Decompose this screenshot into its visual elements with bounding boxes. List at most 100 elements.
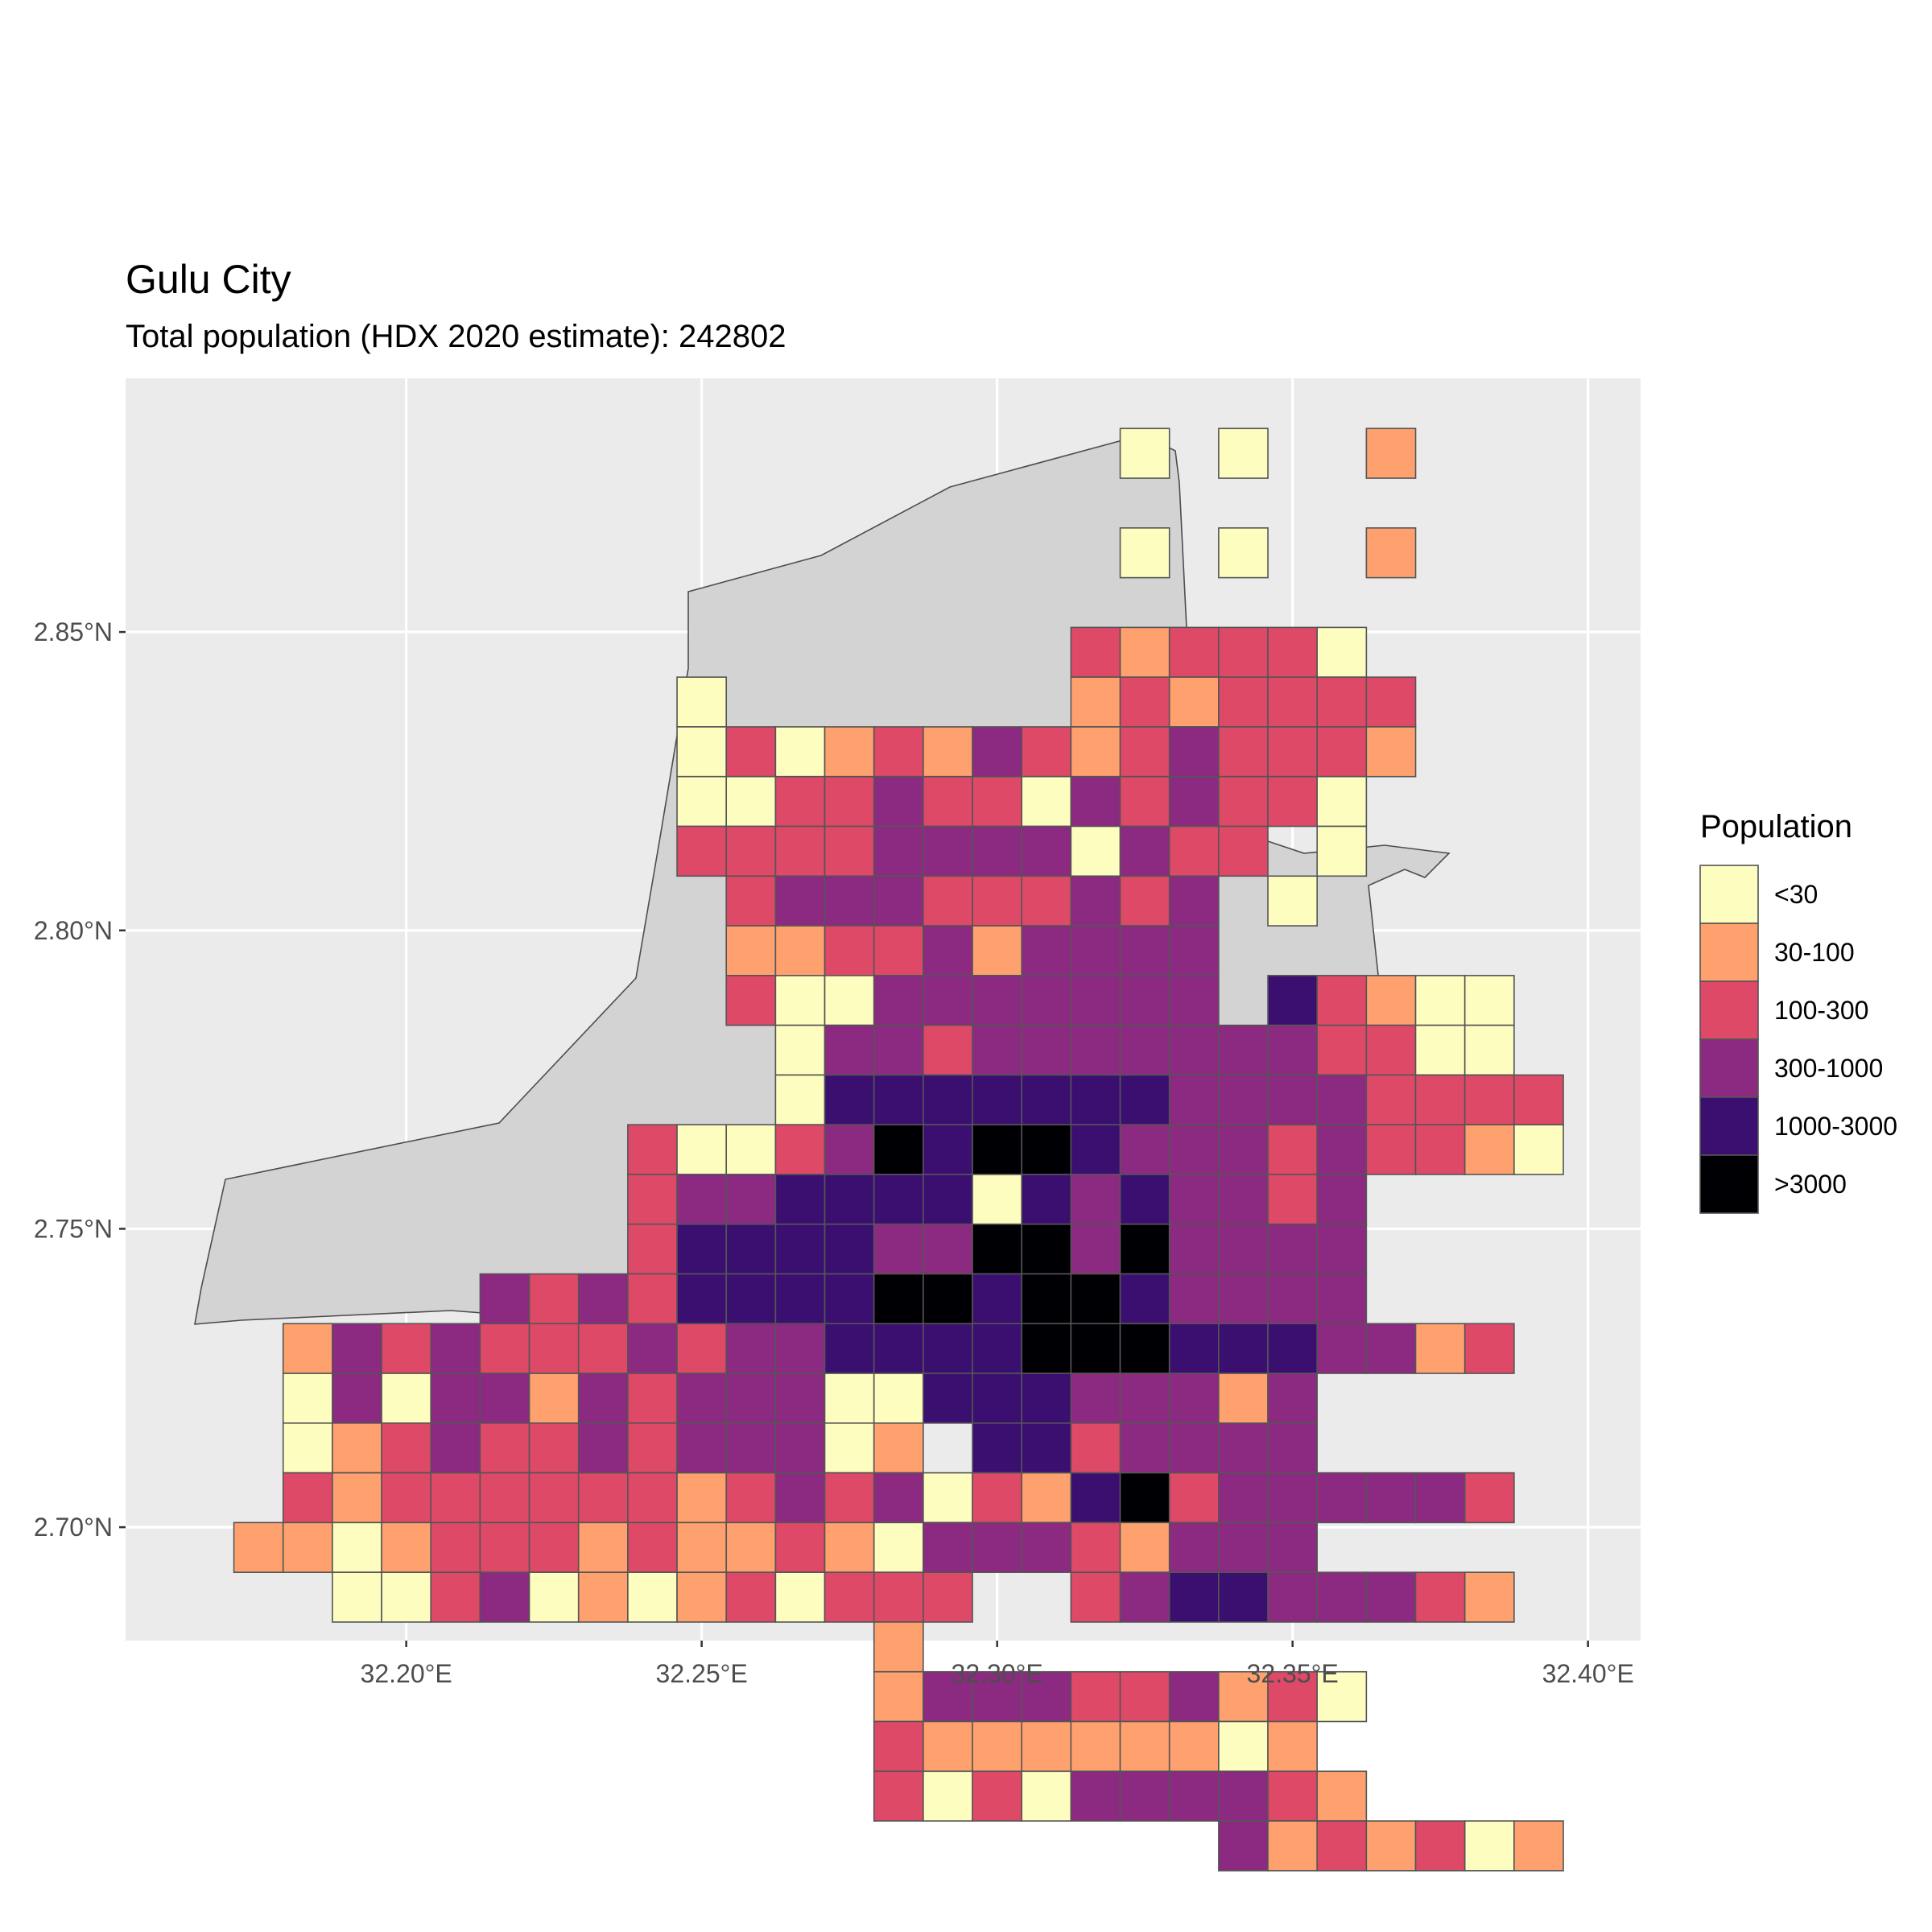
grid-cell [1021, 1521, 1072, 1573]
grid-cell [923, 1223, 973, 1275]
grid-cell [774, 1174, 826, 1225]
grid-cell [923, 1323, 973, 1374]
grid-cell [1070, 1223, 1121, 1275]
grid-cell [824, 1273, 875, 1325]
grid-cell [824, 1373, 875, 1424]
grid-cell [972, 975, 1023, 1026]
grid-cell [1316, 1273, 1368, 1325]
grid-cell [233, 1521, 284, 1573]
grid-cell [1070, 825, 1121, 877]
grid-cell [1119, 1422, 1170, 1474]
grid-cell [972, 875, 1023, 927]
grid-cell [1070, 1670, 1121, 1723]
grid-cell [1316, 1472, 1368, 1524]
grid-cell [479, 1373, 530, 1424]
y-tick-label-0: 2.85°N [34, 617, 113, 646]
grid-cell [1218, 626, 1269, 678]
grid-cell [1267, 1373, 1318, 1424]
legend-label-5: >3000 [1774, 1170, 1847, 1199]
grid-cell [1463, 975, 1515, 1026]
grid-cell [725, 1521, 777, 1573]
grid-cell [1168, 1074, 1220, 1125]
legend-label-3: 300-1000 [1774, 1054, 1883, 1083]
grid-cell [381, 1422, 432, 1474]
grid-cell [1316, 1024, 1368, 1076]
grid-cell [1218, 1472, 1269, 1524]
grid-cell [676, 1273, 728, 1325]
grid-cell [1365, 1472, 1417, 1524]
grid-cell [824, 875, 875, 927]
grid-cell [725, 925, 777, 976]
x-tick-label-2: 32.30°E [952, 1659, 1043, 1688]
grid-cell [1070, 1472, 1121, 1524]
grid-cell [332, 1422, 382, 1474]
grid-cell [282, 1323, 333, 1374]
grid-cell [1513, 1074, 1564, 1125]
grid-cell [1316, 1670, 1368, 1723]
grid-cell [577, 1323, 629, 1374]
grid-cell [1316, 676, 1368, 728]
grid-cell [923, 1472, 973, 1524]
grid-cell [1021, 925, 1072, 976]
legend-key-5 [1699, 1154, 1759, 1214]
grid-cell [1119, 1373, 1170, 1424]
grid-cell [1168, 875, 1220, 927]
grid-cell [1365, 1820, 1417, 1872]
grid-cell [1070, 1373, 1121, 1424]
grid-cell [1267, 775, 1318, 828]
grid-cell [972, 1472, 1023, 1524]
grid-cell [972, 1273, 1023, 1325]
grid-cell [381, 1472, 432, 1524]
grid-cell [1218, 1124, 1269, 1175]
grid-cell [1414, 1074, 1466, 1125]
grid-cell [1168, 1323, 1220, 1374]
grid-cell [1168, 775, 1220, 828]
grid-cell [1218, 1373, 1269, 1424]
grid-cell [1021, 775, 1072, 828]
grid-cell [1463, 1024, 1515, 1076]
grid-cell [627, 1521, 678, 1573]
grid-cell [1021, 1273, 1072, 1325]
grid-cell [1119, 1323, 1170, 1374]
grid-cell [1463, 1571, 1515, 1623]
grid-cell [1168, 825, 1220, 877]
grid-cell [1168, 1472, 1220, 1524]
grid-cell [332, 1323, 382, 1374]
grid-cell [774, 1124, 826, 1175]
grid-cell [972, 825, 1023, 877]
grid-cell [627, 1223, 678, 1275]
grid-cell [1218, 1820, 1269, 1872]
grid-cell [430, 1571, 481, 1623]
grid-cell [528, 1373, 580, 1424]
grid-cell [873, 1770, 924, 1822]
grid-cell [282, 1472, 333, 1524]
grid-cell [972, 1770, 1023, 1822]
grid-cell [972, 1074, 1023, 1125]
grid-cell [824, 726, 875, 778]
grid-cell [972, 1323, 1023, 1374]
y-axis: 2.85°N 2.80°N 2.75°N 2.70°N [34, 617, 126, 1542]
grid-cell [1119, 1074, 1170, 1125]
grid-cell [627, 1323, 678, 1374]
grid-cell [774, 925, 826, 976]
grid-cell [381, 1323, 432, 1374]
grid-cell [725, 1373, 777, 1424]
grid-cell [725, 875, 777, 927]
grid-cell [282, 1521, 333, 1573]
grid-cell [1414, 1571, 1466, 1623]
grid-cell [627, 1373, 678, 1424]
grid-cell [1119, 427, 1170, 479]
legend-label-0: <30 [1774, 880, 1818, 909]
grid-cell [1021, 975, 1072, 1026]
grid-cell [1021, 1422, 1072, 1474]
grid-cell [1463, 1323, 1515, 1374]
x-tick-label-0: 32.20°E [361, 1659, 452, 1688]
grid-cell [676, 1521, 728, 1573]
grid-cell [1021, 1720, 1072, 1773]
legend-key-1 [1699, 923, 1759, 982]
grid-cell [824, 775, 875, 828]
grid-cell [1365, 527, 1417, 579]
grid-cell [1119, 1720, 1170, 1773]
grid-cell [1513, 1124, 1564, 1175]
grid-cell [1168, 626, 1220, 678]
